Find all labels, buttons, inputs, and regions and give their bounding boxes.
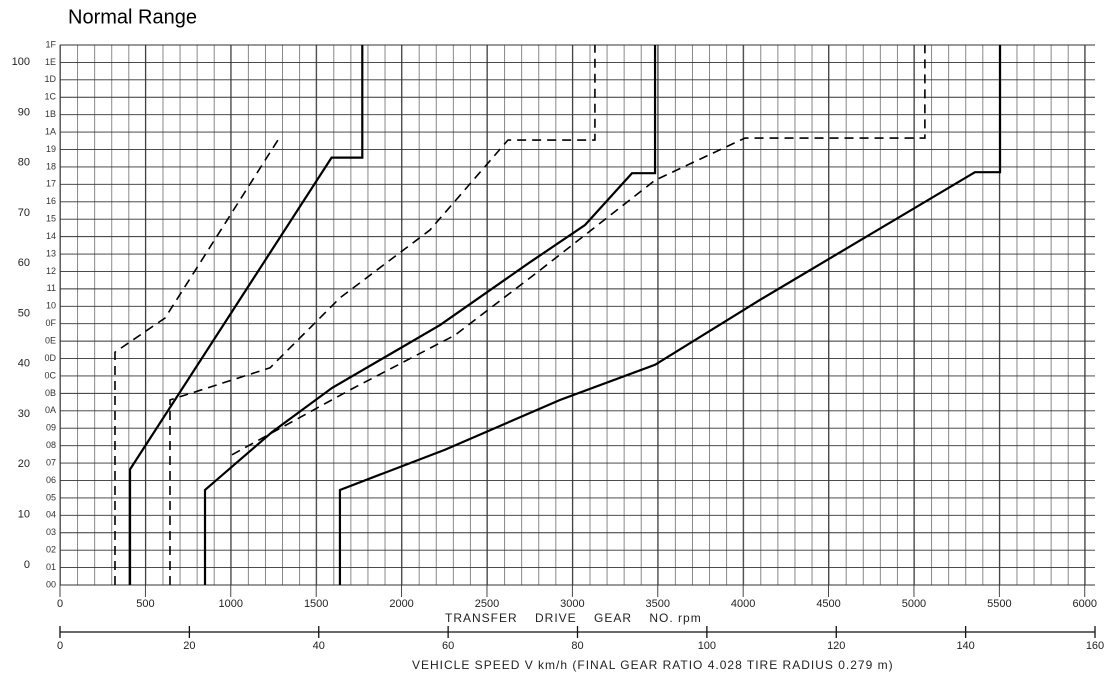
x-tick-label: 5000 — [902, 598, 926, 610]
y-tick-label: 30 — [18, 408, 30, 420]
shift-line — [338, 45, 1002, 585]
code-tick-label: 03 — [46, 527, 56, 537]
code-tick-label: 05 — [46, 492, 56, 502]
shift-line — [128, 45, 364, 585]
chart-title: Normal Range — [68, 6, 197, 28]
code-tick-label: 04 — [46, 510, 56, 520]
code-tick-label: 09 — [46, 423, 56, 433]
x-tick-label: 3000 — [560, 598, 584, 610]
y-tick-label: 80 — [18, 157, 30, 169]
code-tick-label: 11 — [47, 283, 56, 293]
shift-line — [169, 45, 596, 585]
y-tick-label: 90 — [18, 106, 30, 118]
minor-grid — [60, 45, 1095, 585]
x2-tick-label: 160 — [1086, 640, 1104, 652]
x2-tick-label: 100 — [698, 640, 716, 652]
x2-tick-label: 20 — [183, 640, 195, 652]
code-tick-label: 13 — [46, 248, 56, 258]
code-tick-label: 0F — [45, 318, 56, 328]
code-tick-label: 10 — [46, 301, 56, 311]
x-tick-label: 5500 — [987, 598, 1011, 610]
x2-tick-label: 140 — [956, 640, 974, 652]
code-tick-label: 19 — [46, 144, 56, 154]
x-tick-label: 0 — [57, 598, 63, 610]
code-tick-label: 00 — [46, 579, 56, 589]
code-tick-label: 06 — [46, 475, 56, 485]
x-tick-label: 500 — [136, 598, 154, 610]
x-tick-label: 6000 — [1073, 598, 1097, 610]
code-tick-label: 0B — [45, 388, 56, 398]
y-tick-label: 0 — [24, 559, 30, 571]
x-tick-label: 4000 — [731, 598, 755, 610]
code-tick-label: 07 — [46, 457, 56, 467]
shift-line — [114, 139, 279, 585]
code-tick-label: 14 — [46, 231, 56, 241]
y-tick-label: 70 — [18, 207, 30, 219]
x-axis-label: TRANSFER DRIVE GEAR NO. rpm — [445, 611, 702, 625]
code-tick-label: 1A — [45, 126, 56, 136]
code-tick-label: 1F — [45, 39, 56, 49]
x2-tick-label: 40 — [313, 640, 325, 652]
code-tick-label: 12 — [46, 266, 56, 276]
x-tick-label: 2500 — [475, 598, 499, 610]
code-tick-label: 17 — [46, 179, 56, 189]
code-tick-label: 15 — [46, 214, 56, 224]
code-tick-label: 1C — [44, 92, 56, 102]
x2-tick-label: 0 — [57, 640, 63, 652]
code-tick-label: 1E — [45, 57, 56, 67]
x2-axis-label: VEHICLE SPEED V km/h (FINAL GEAR RATIO 4… — [412, 658, 894, 672]
x-tick-label: 2000 — [389, 598, 413, 610]
x-tick-label: 4500 — [816, 598, 840, 610]
x2-tick-label: 60 — [442, 640, 454, 652]
x2-tick-label: 120 — [827, 640, 845, 652]
y-tick-label: 20 — [18, 458, 30, 470]
y-tick-label: 100 — [12, 56, 30, 68]
code-tick-label: 0A — [45, 405, 56, 415]
y-tick-label: 40 — [18, 358, 30, 370]
code-tick-label: 08 — [46, 440, 56, 450]
x-tick-label: 1000 — [219, 598, 243, 610]
x2-tick-label: 80 — [571, 640, 583, 652]
y-tick-label: 60 — [18, 257, 30, 269]
code-tick-label: 16 — [46, 196, 56, 206]
x-tick-label: 3500 — [646, 598, 670, 610]
code-tick-label: 1D — [44, 74, 56, 84]
code-tick-label: 18 — [46, 161, 56, 171]
code-tick-label: 02 — [46, 545, 56, 555]
y-tick-label: 10 — [18, 509, 30, 521]
code-tick-label: 01 — [46, 562, 56, 572]
x-tick-label: 1500 — [304, 598, 328, 610]
shift-line — [203, 45, 657, 585]
y-tick-label: 50 — [18, 307, 30, 319]
code-tick-label: 0E — [45, 336, 56, 346]
code-tick-label: 0D — [44, 353, 56, 363]
shift-line — [231, 45, 926, 456]
code-tick-label: 1B — [45, 109, 56, 119]
code-tick-label: 0C — [44, 370, 56, 380]
